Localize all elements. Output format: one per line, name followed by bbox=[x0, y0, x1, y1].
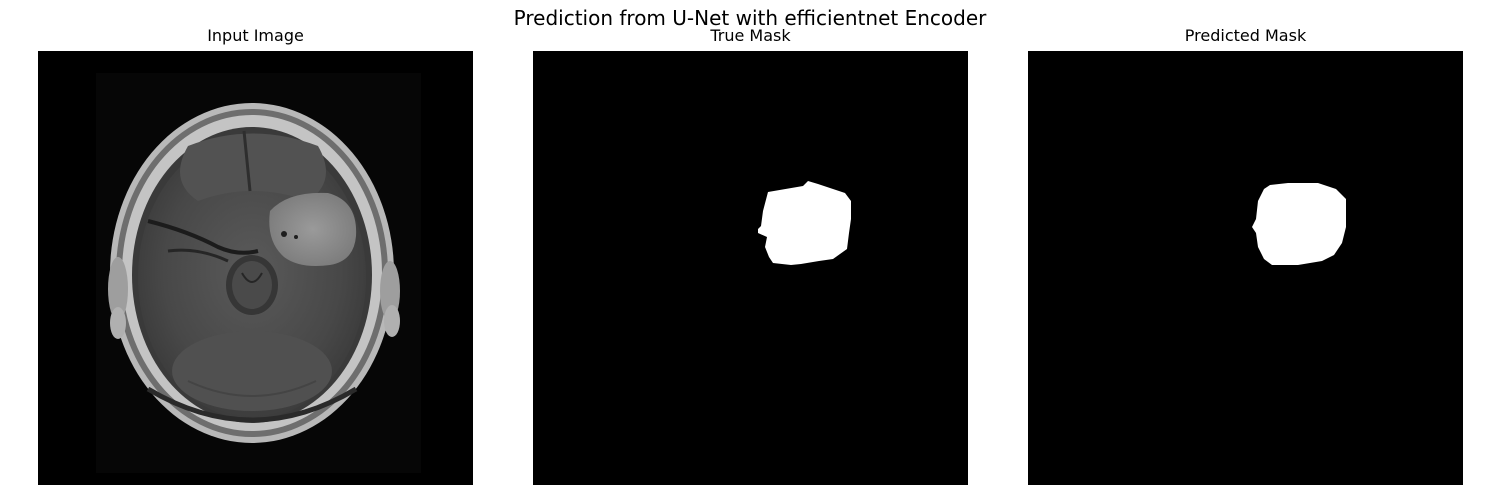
true-tumor-blob bbox=[758, 181, 851, 265]
predicted-mask-panel bbox=[1028, 51, 1463, 485]
predicted-mask-title: Predicted Mask bbox=[1184, 26, 1307, 45]
mri-brain-image bbox=[38, 51, 473, 485]
predicted-mask-image bbox=[1028, 51, 1463, 485]
true-mask-panel bbox=[533, 51, 968, 485]
input-image-title: Input Image bbox=[207, 26, 304, 45]
input-image-panel bbox=[38, 51, 473, 485]
true-mask-image bbox=[533, 51, 968, 485]
figure-title: Prediction from U-Net with efficientnet … bbox=[513, 6, 987, 30]
true-mask-title: True Mask bbox=[710, 26, 791, 45]
predicted-tumor-blob bbox=[1252, 183, 1346, 265]
